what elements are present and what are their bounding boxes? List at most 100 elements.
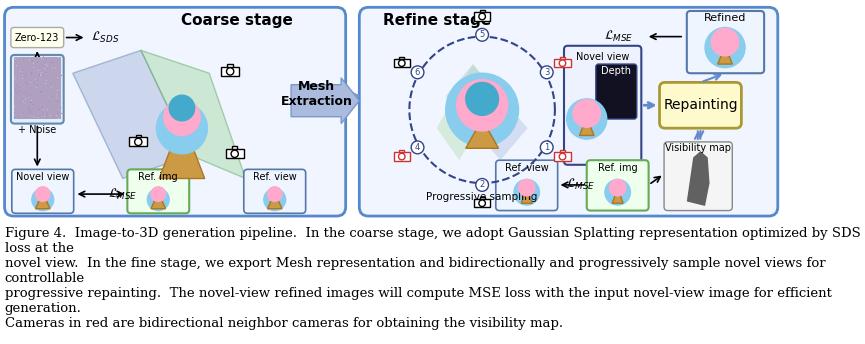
Bar [227,64,233,67]
Text: $\mathcal{L}_{MSE}$: $\mathcal{L}_{MSE}$ [108,186,138,202]
Text: Ref. img: Ref. img [598,162,638,173]
Circle shape [264,189,285,211]
FancyBboxPatch shape [11,55,64,123]
Bar [136,135,141,137]
Text: Ref. view: Ref. view [505,162,548,173]
Text: Refined: Refined [704,13,746,23]
Text: 1: 1 [544,143,549,152]
Polygon shape [141,50,246,179]
Circle shape [567,99,606,139]
Circle shape [457,80,508,131]
Bar [394,152,410,161]
Text: Ref. img: Ref. img [138,172,178,182]
Circle shape [705,28,745,68]
Text: Figure 4.  Image-to-3D generation pipeline.  In the coarse stage, we adopt Gauss: Figure 4. Image-to-3D generation pipelin… [4,227,861,330]
FancyBboxPatch shape [359,7,778,216]
Text: Novel view: Novel view [575,52,629,62]
Bar [400,150,404,152]
Bar [400,56,404,59]
Text: 3: 3 [544,68,549,77]
Circle shape [32,189,54,211]
Bar [560,150,565,152]
Text: Refine stage: Refine stage [382,13,490,28]
FancyBboxPatch shape [564,46,641,165]
Text: 2: 2 [479,180,484,190]
FancyBboxPatch shape [496,160,558,211]
Polygon shape [35,192,50,209]
FancyBboxPatch shape [4,7,346,216]
FancyBboxPatch shape [244,169,305,213]
Text: 5: 5 [479,30,484,39]
Circle shape [605,180,631,205]
Polygon shape [687,151,709,206]
FancyBboxPatch shape [586,160,649,211]
Circle shape [147,189,170,211]
Circle shape [465,83,498,115]
Text: $\mathcal{L}_{MSE}$: $\mathcal{L}_{MSE}$ [566,178,595,193]
Circle shape [231,150,239,158]
Circle shape [163,99,200,136]
Text: Progressive sampling: Progressive sampling [426,192,538,202]
FancyBboxPatch shape [596,64,637,119]
Circle shape [267,187,282,201]
Circle shape [573,100,600,127]
Polygon shape [465,119,498,148]
Circle shape [559,60,566,66]
Circle shape [170,95,195,121]
Bar [129,137,147,147]
Circle shape [479,200,485,206]
Circle shape [559,153,566,160]
Text: 4: 4 [415,143,420,152]
Circle shape [518,180,535,196]
Bar [554,152,571,161]
FancyBboxPatch shape [664,142,733,211]
Circle shape [399,60,405,66]
Circle shape [479,13,485,20]
Circle shape [610,180,626,196]
Text: Visibility map: Visibility map [664,143,731,153]
Text: Mesh
Extraction: Mesh Extraction [280,80,353,108]
Circle shape [541,66,553,79]
Bar [480,197,484,199]
Circle shape [135,138,142,146]
Circle shape [157,103,208,154]
Circle shape [411,66,424,79]
Bar [14,57,61,119]
Polygon shape [159,119,205,179]
Bar [226,149,244,158]
Circle shape [514,180,540,205]
Polygon shape [437,64,496,160]
Polygon shape [612,189,623,203]
Bar [480,10,484,12]
FancyBboxPatch shape [11,28,64,47]
FancyBboxPatch shape [127,169,189,213]
Bar [554,59,571,67]
Bar [474,12,490,21]
Text: 6: 6 [415,68,420,77]
Polygon shape [718,46,733,64]
Bar [232,147,237,149]
FancyBboxPatch shape [687,11,764,73]
Circle shape [476,28,489,41]
Text: + Noise: + Noise [18,125,56,135]
Text: $\mathcal{L}_{SDS}$: $\mathcal{L}_{SDS}$ [91,30,119,45]
Text: Repainting: Repainting [663,98,738,112]
Circle shape [399,153,405,160]
FancyArrow shape [292,78,359,123]
Polygon shape [580,117,594,136]
Circle shape [35,187,50,201]
Bar [221,67,240,76]
Circle shape [151,187,165,201]
Polygon shape [151,192,165,209]
Text: $\mathcal{L}_{MSE}$: $\mathcal{L}_{MSE}$ [604,29,633,44]
Circle shape [711,28,739,56]
Text: Novel view: Novel view [16,172,69,182]
Bar [394,59,410,67]
Bar [474,199,490,207]
Polygon shape [267,192,282,209]
Circle shape [227,68,234,75]
Polygon shape [522,189,532,203]
FancyBboxPatch shape [12,169,74,213]
FancyBboxPatch shape [659,83,741,128]
Bar [560,56,565,59]
